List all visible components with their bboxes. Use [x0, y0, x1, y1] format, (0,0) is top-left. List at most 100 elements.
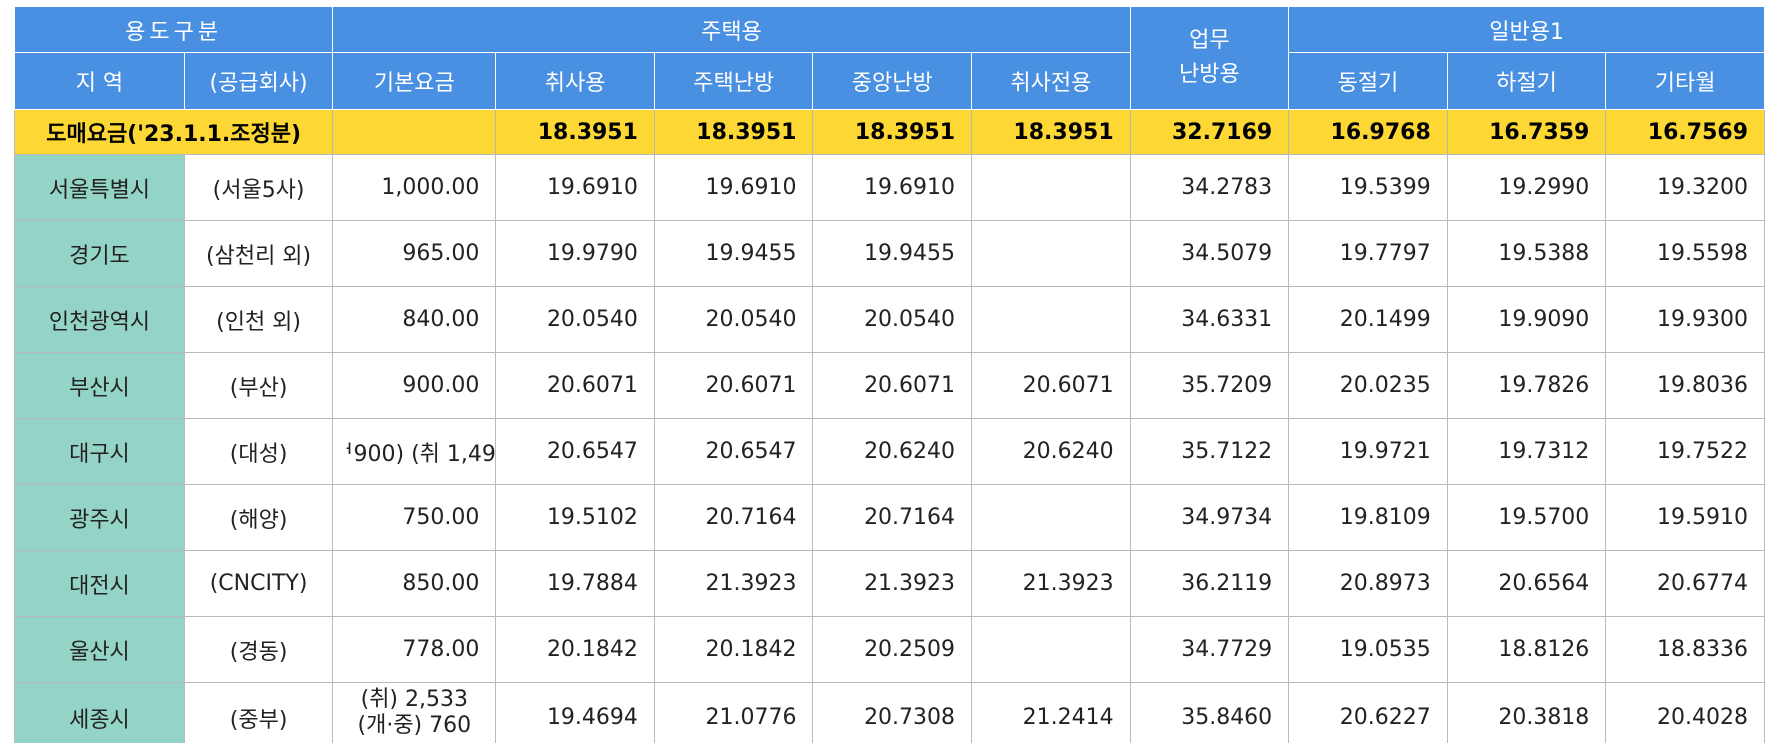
base-fee-column-header: 기본요금 — [332, 52, 497, 110]
rate-cell: 19.4694 — [495, 682, 655, 743]
region-cell: 대구시 — [14, 418, 185, 485]
rate-cell: 21.3923 — [653, 550, 814, 617]
rate-cell: 19.9790 — [495, 220, 655, 287]
supplier-cell: (해양) — [183, 484, 334, 551]
supplier-cell: (서울5사) — [183, 154, 334, 221]
rate-cell: 20.7164 — [653, 484, 814, 551]
rate-cell: 19.6910 — [653, 154, 814, 221]
rate-cell: 20.6240 — [971, 418, 1131, 485]
rate-cell: 21.3923 — [812, 550, 973, 617]
rate-cell: 35.8460 — [1129, 682, 1290, 743]
rate-cell: 20.0235 — [1288, 352, 1448, 419]
wholesale-cell: 16.9768 — [1288, 109, 1448, 155]
rate-cell: 19.7826 — [1446, 352, 1607, 419]
region-cell: 부산시 — [14, 352, 185, 419]
rate-cell: 20.8973 — [1288, 550, 1448, 617]
wholesale-cell: 16.7359 — [1446, 109, 1607, 155]
rate-cell: 18.8336 — [1605, 616, 1765, 683]
supplier-cell: (삼천리 외) — [183, 220, 334, 287]
wholesale-cell: 32.7169 — [1129, 109, 1290, 155]
rate-cell: 34.7729 — [1129, 616, 1290, 683]
other-months-column-header: 기타월 — [1605, 52, 1765, 110]
rate-cell: 20.3818 — [1446, 682, 1607, 743]
rate-cell: 19.9300 — [1605, 286, 1765, 353]
rate-cell: 21.2414 — [971, 682, 1131, 743]
wholesale-cell: 18.3951 — [495, 109, 655, 155]
rate-cell: 778.00 — [332, 616, 497, 683]
rate-cell: 965.00 — [332, 220, 497, 287]
base-fee-overflow-cell: ᅥ900) (취 1,49 — [332, 418, 497, 485]
rate-cell: 19.6910 — [812, 154, 973, 221]
rate-cell: 19.5399 — [1288, 154, 1448, 221]
base-fee-line-cooking: (취) 2,533 — [360, 687, 468, 712]
wholesale-row: 도매요금('23.1.1.조정분) 18.3951 18.3951 18.395… — [14, 109, 1765, 155]
rate-cell: 20.4028 — [1605, 682, 1765, 743]
central-heating-column-header: 중앙난방 — [812, 52, 973, 110]
summer-column-header: 하절기 — [1446, 52, 1607, 110]
rate-cell: 34.2783 — [1129, 154, 1290, 221]
cooking-only-column-header: 취사전용 — [971, 52, 1131, 110]
rate-cell: 20.0540 — [812, 286, 973, 353]
supplier-cell: (부산) — [183, 352, 334, 419]
region-cell: 경기도 — [14, 220, 185, 287]
rate-cell: 19.7797 — [1288, 220, 1448, 287]
rate-cell: 750.00 — [332, 484, 497, 551]
table-row: 서울특별시 (서울5사) 1,000.00 19.6910 19.6910 19… — [14, 154, 1765, 221]
rate-cell: 19.9090 — [1446, 286, 1607, 353]
region-cell: 서울특별시 — [14, 154, 185, 221]
rate-cell: 20.7164 — [812, 484, 973, 551]
rate-cell: 19.7884 — [495, 550, 655, 617]
rate-cell: 840.00 — [332, 286, 497, 353]
table-header: 용도구분 주택용 업무 난방용 일반용1 지 역 (공급회사) 기본요금 취사용… — [14, 6, 1765, 110]
rate-cell: 21.0776 — [653, 682, 814, 743]
wholesale-label: 도매요금('23.1.1.조정분) — [14, 109, 334, 155]
table-row: 인천광역시 (인천 외) 840.00 20.0540 20.0540 20.0… — [14, 286, 1765, 353]
rate-cell — [971, 220, 1131, 287]
supplier-cell: (인천 외) — [183, 286, 334, 353]
table-row: 울산시 (경동) 778.00 20.1842 20.1842 20.2509 … — [14, 616, 1765, 683]
gas-tariff-table: 용도구분 주택용 업무 난방용 일반용1 지 역 (공급회사) 기본요금 취사용… — [14, 6, 1765, 743]
rate-cell: 21.3923 — [971, 550, 1131, 617]
rate-cell: 20.7308 — [812, 682, 973, 743]
rate-cell: 900.00 — [332, 352, 497, 419]
table-row: 경기도 (삼천리 외) 965.00 19.9790 19.9455 19.94… — [14, 220, 1765, 287]
supplier-cell: (대성) — [183, 418, 334, 485]
rate-cell: 20.6240 — [812, 418, 973, 485]
rate-cell: 34.6331 — [1129, 286, 1290, 353]
work-heating-header: 업무 난방용 — [1129, 6, 1290, 110]
rate-cell: 19.7312 — [1446, 418, 1607, 485]
rate-cell: 19.5598 — [1605, 220, 1765, 287]
rate-cell: 19.9455 — [812, 220, 973, 287]
rate-cell: 20.6071 — [495, 352, 655, 419]
wholesale-cell — [332, 109, 497, 155]
table-body: 도매요금('23.1.1.조정분) 18.3951 18.3951 18.395… — [14, 109, 1765, 743]
rate-cell: 19.8036 — [1605, 352, 1765, 419]
header-row-2: 지 역 (공급회사) 기본요금 취사용 주택난방 중앙난방 취사전용 동절기 하… — [14, 52, 1765, 110]
rate-cell: 19.9455 — [653, 220, 814, 287]
rate-cell: 20.1842 — [495, 616, 655, 683]
tariff-table-container: 용도구분 주택용 업무 난방용 일반용1 지 역 (공급회사) 기본요금 취사용… — [14, 6, 1765, 743]
rate-cell: 20.6071 — [971, 352, 1131, 419]
region-cell: 인천광역시 — [14, 286, 185, 353]
rate-cell — [971, 286, 1131, 353]
rate-cell: 20.0540 — [495, 286, 655, 353]
general-group-header: 일반용1 — [1288, 6, 1765, 53]
rate-cell: 19.6910 — [495, 154, 655, 221]
rate-cell: 20.6071 — [653, 352, 814, 419]
rate-cell: 19.9721 — [1288, 418, 1448, 485]
wholesale-cell: 18.3951 — [971, 109, 1131, 155]
work-heating-line-2: 난방용 — [1179, 62, 1240, 87]
rate-cell: 20.6227 — [1288, 682, 1448, 743]
rate-cell: 20.6547 — [495, 418, 655, 485]
table-row: 대구시 (대성) ᅥ900) (취 1,49 20.6547 20.6547 2… — [14, 418, 1765, 485]
rate-cell: 35.7122 — [1129, 418, 1290, 485]
winter-column-header: 동절기 — [1288, 52, 1448, 110]
base-fee-multiline-cell: (취) 2,533 (개·중) 760 — [332, 682, 497, 743]
rate-cell: 19.8109 — [1288, 484, 1448, 551]
rate-cell: 19.0535 — [1288, 616, 1448, 683]
supplier-cell: (CNCITY) — [183, 550, 334, 617]
rate-cell: 850.00 — [332, 550, 497, 617]
base-fee-line-individual-central: (개·중) 760 — [357, 713, 472, 738]
rate-cell: 19.5910 — [1605, 484, 1765, 551]
usage-division-header: 용도구분 — [14, 6, 334, 53]
